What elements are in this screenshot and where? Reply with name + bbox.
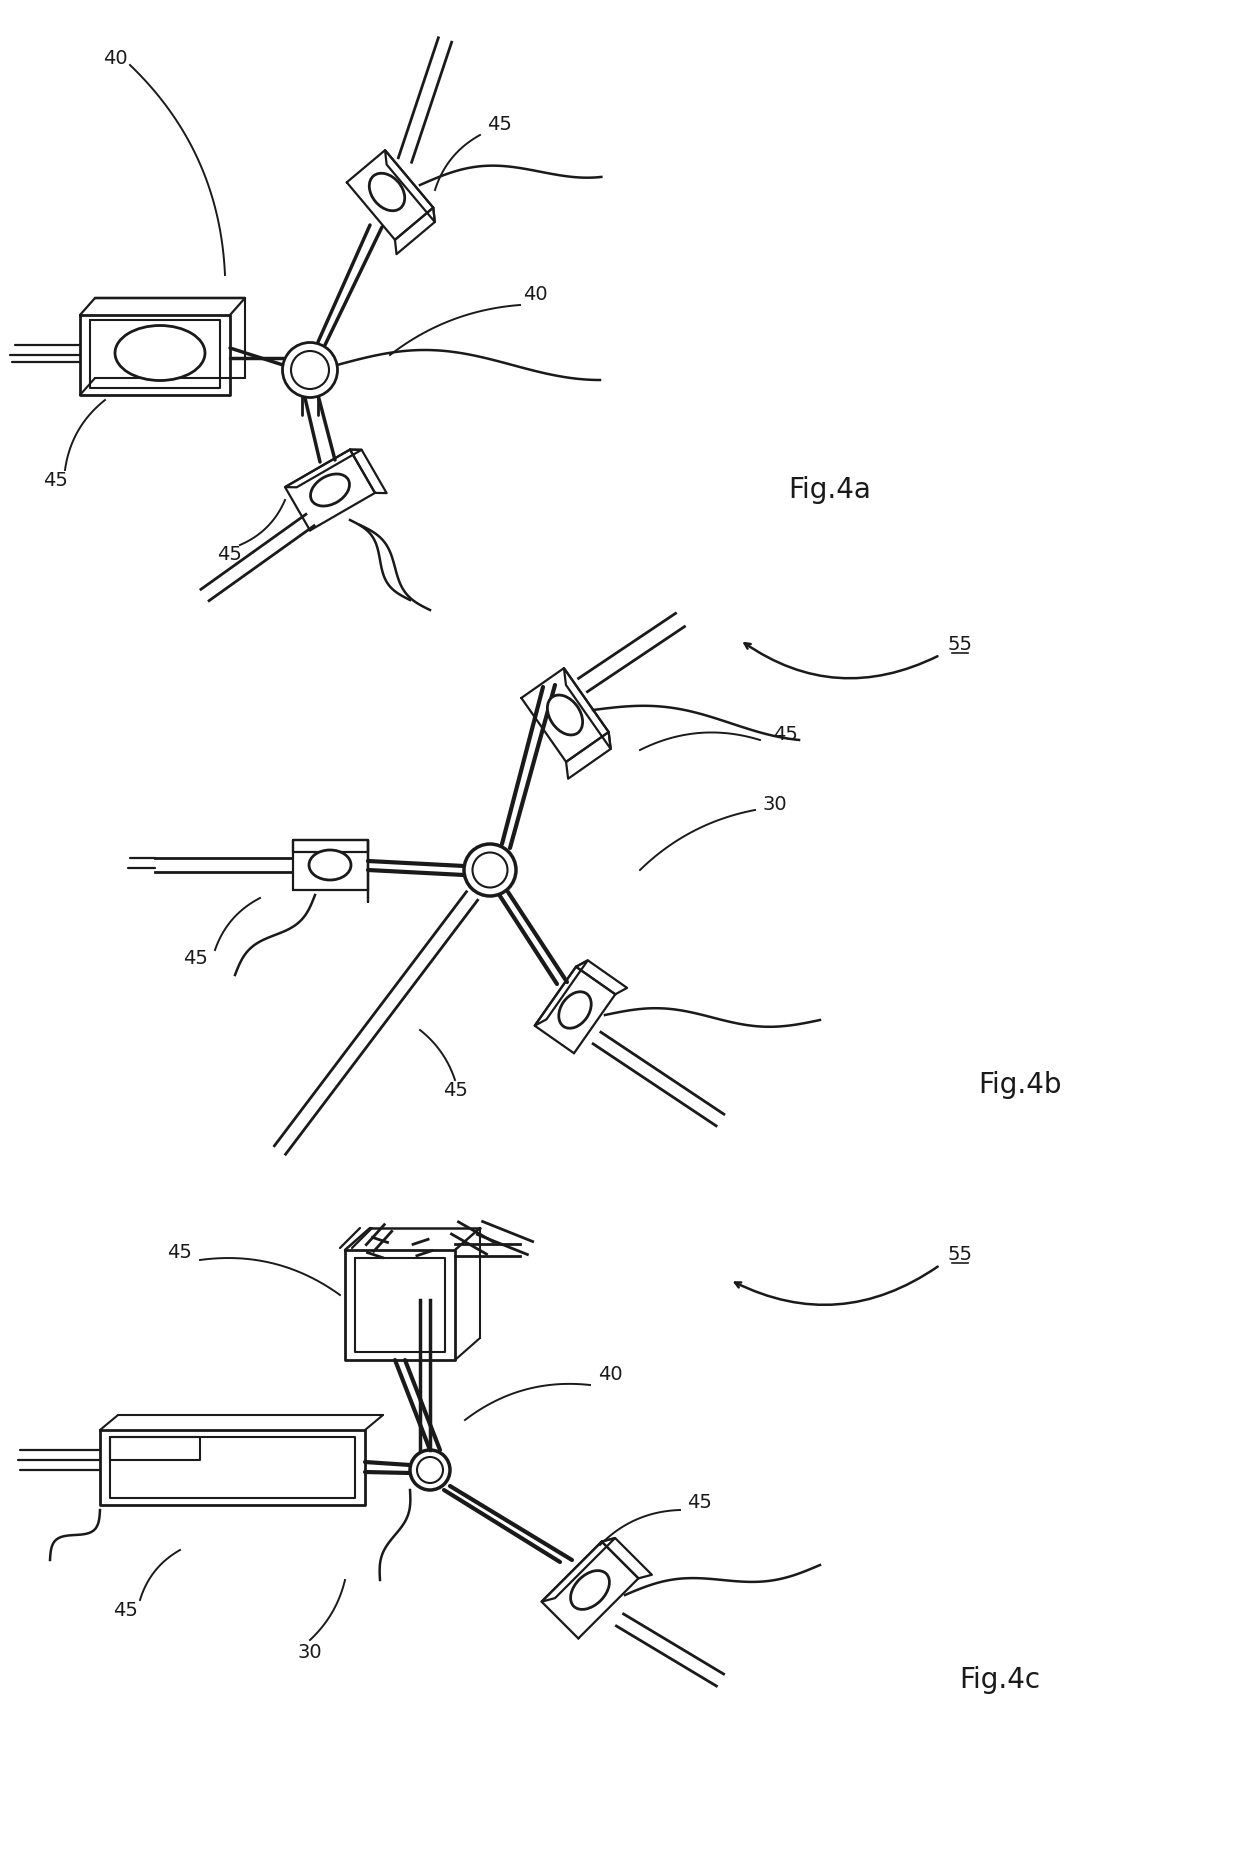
Text: 45: 45 bbox=[113, 1601, 138, 1620]
Text: 30: 30 bbox=[763, 796, 787, 814]
Ellipse shape bbox=[417, 1457, 443, 1483]
Text: 45: 45 bbox=[687, 1493, 713, 1511]
Text: 40: 40 bbox=[103, 49, 128, 67]
Ellipse shape bbox=[559, 992, 591, 1027]
Text: 45: 45 bbox=[217, 545, 243, 564]
Ellipse shape bbox=[283, 342, 337, 398]
Text: Fig.4a: Fig.4a bbox=[789, 476, 872, 504]
Text: 45: 45 bbox=[167, 1242, 192, 1261]
Ellipse shape bbox=[547, 695, 583, 734]
Text: 45: 45 bbox=[42, 471, 67, 489]
Text: 45: 45 bbox=[182, 949, 207, 968]
Ellipse shape bbox=[115, 325, 205, 381]
Ellipse shape bbox=[309, 850, 351, 880]
Text: 55: 55 bbox=[947, 635, 972, 654]
Text: 45: 45 bbox=[773, 725, 797, 745]
Ellipse shape bbox=[464, 844, 516, 897]
Text: 45: 45 bbox=[487, 116, 512, 134]
Text: 40: 40 bbox=[598, 1366, 622, 1384]
Text: Fig.4b: Fig.4b bbox=[978, 1070, 1061, 1098]
Ellipse shape bbox=[472, 852, 507, 887]
Text: 30: 30 bbox=[298, 1644, 322, 1663]
Ellipse shape bbox=[310, 474, 350, 506]
Ellipse shape bbox=[291, 351, 329, 389]
Ellipse shape bbox=[410, 1450, 450, 1491]
Text: 45: 45 bbox=[443, 1080, 467, 1100]
Text: 55: 55 bbox=[947, 1246, 972, 1265]
Ellipse shape bbox=[370, 174, 404, 211]
Ellipse shape bbox=[570, 1571, 609, 1610]
Text: Fig.4c: Fig.4c bbox=[960, 1666, 1040, 1694]
Text: 40: 40 bbox=[523, 286, 547, 304]
